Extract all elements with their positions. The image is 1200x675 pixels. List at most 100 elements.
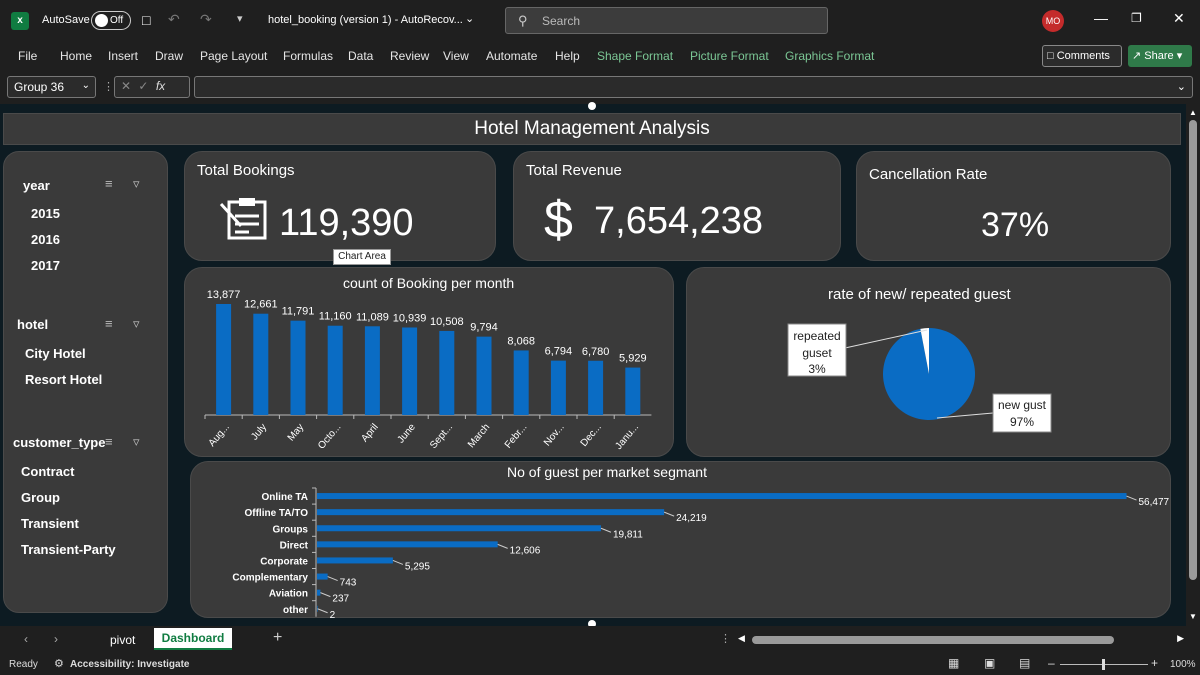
next-sheet-icon[interactable]: › — [54, 632, 58, 646]
scroll-thumb[interactable] — [1189, 120, 1197, 580]
data-label: 743 — [340, 578, 357, 589]
bar — [317, 493, 1127, 500]
zoom-in-icon[interactable]: + — [1151, 656, 1159, 670]
hscroll-thumb[interactable] — [752, 636, 1114, 644]
slicer-item-2017[interactable]: 2017 — [31, 258, 60, 273]
status-ready: Ready — [9, 659, 38, 670]
page-layout-view-icon[interactable]: ▣ — [984, 656, 996, 670]
tab-pivot[interactable]: pivot — [110, 633, 136, 647]
tab-dashboard[interactable]: Dashboard — [154, 628, 232, 650]
minimize-icon[interactable]: — — [1094, 10, 1108, 26]
slicer-item-city-hotel[interactable]: City Hotel — [25, 346, 86, 361]
data-label: 11,089 — [356, 311, 389, 323]
scroll-right-icon[interactable]: ▶ — [1177, 633, 1184, 643]
file-title-chevron-icon[interactable]: ⌄ — [465, 13, 475, 25]
add-sheet-icon[interactable]: + — [273, 629, 283, 646]
market-segment-chart[interactable]: No of guest per market segmant Online TA… — [190, 461, 1171, 619]
multi-select-icon[interactable]: ≡ — [105, 434, 113, 449]
bar — [625, 367, 641, 415]
scroll-down-icon[interactable]: ▼ — [1189, 612, 1197, 621]
normal-view-icon[interactable]: ▦ — [948, 656, 960, 670]
slicer-item-2015[interactable]: 2015 — [31, 206, 60, 221]
zoom-slider-thumb[interactable] — [1102, 659, 1105, 670]
accessibility-icon[interactable]: ⚙ — [54, 658, 64, 670]
menu-view[interactable]: View — [443, 49, 469, 63]
avatar[interactable]: MO — [1042, 10, 1064, 32]
callout-label: 97% — [1010, 415, 1034, 429]
horizontal-scrollbar[interactable]: ◀ ▶ — [738, 633, 1184, 646]
slicer-item-group[interactable]: Group — [21, 490, 60, 505]
menu-shape-format[interactable]: Shape Format — [597, 49, 674, 63]
pie-slice — [920, 328, 929, 374]
autosave-toggle[interactable]: Off — [91, 11, 131, 30]
selection-handle[interactable] — [588, 620, 596, 628]
clear-filter-icon[interactable]: ▿ — [133, 316, 140, 331]
kpi-cancellation-rate[interactable]: Cancellation Rate 37% — [856, 151, 1171, 261]
comments-label: Comments — [1056, 50, 1110, 62]
callout-label: guset — [802, 346, 832, 360]
callout-line — [844, 329, 928, 349]
leader-line — [663, 511, 675, 517]
menu-home[interactable]: Home — [60, 49, 93, 63]
menu-picture-format[interactable]: Picture Format — [690, 49, 769, 63]
multi-select-icon[interactable]: ≡ — [105, 316, 113, 331]
share-button[interactable]: ↗ Share ▾ — [1128, 45, 1192, 67]
scroll-up-icon[interactable]: ▲ — [1189, 108, 1197, 117]
search-box[interactable]: ⚲ Search — [505, 7, 828, 34]
prev-sheet-icon[interactable]: ‹ — [24, 632, 28, 646]
save-icon[interactable]: □ — [142, 12, 151, 28]
kpi-cancel-label: Cancellation Rate — [869, 166, 988, 183]
restore-icon[interactable]: ❐ — [1131, 11, 1142, 25]
bar — [317, 605, 318, 612]
redo-icon[interactable]: ↷ — [200, 11, 212, 27]
selection-handle[interactable] — [588, 102, 596, 110]
undo-icon[interactable]: ↶ — [168, 11, 180, 27]
menu-review[interactable]: Review — [390, 49, 430, 63]
menu-data[interactable]: Data — [348, 49, 374, 63]
guest-rate-pie-chart[interactable]: rate of new/ repeated guest repeated guse… — [686, 267, 1171, 457]
slicer-item-transient-party[interactable]: Transient-Party — [21, 542, 116, 557]
customize-qat-icon[interactable]: ▾ — [237, 13, 243, 25]
data-label: 2 — [330, 610, 336, 619]
enter-icon[interactable]: ✓ — [138, 79, 149, 93]
kpi-total-revenue[interactable]: Total Revenue $ 7,654,238 — [513, 151, 841, 261]
clear-filter-icon[interactable]: ▿ — [133, 434, 140, 449]
menu-page-layout[interactable]: Page Layout — [200, 49, 268, 63]
zoom-level[interactable]: 100% — [1170, 659, 1196, 670]
menu-help[interactable]: Help — [555, 49, 580, 63]
slicer-item-transient[interactable]: Transient — [21, 516, 79, 531]
leader-line — [392, 559, 404, 565]
comments-button[interactable]: □ Comments — [1042, 45, 1122, 67]
menu-insert[interactable]: Insert — [108, 49, 139, 63]
slicer-item-contract[interactable]: Contract — [21, 464, 75, 479]
data-label: 24,219 — [676, 513, 707, 524]
menu-draw[interactable]: Draw — [155, 49, 184, 63]
cancel-icon[interactable]: ✕ — [121, 79, 132, 93]
name-box[interactable]: Group 36 ⌄ — [7, 76, 96, 98]
zoom-slider[interactable] — [1060, 659, 1148, 670]
formula-input[interactable]: ⌄ — [194, 76, 1193, 98]
menu-formulas[interactable]: Formulas — [283, 49, 334, 63]
close-icon[interactable]: ✕ — [1173, 10, 1185, 26]
tick-label: Complementary — [232, 573, 308, 584]
slicer-item-2016[interactable]: 2016 — [31, 232, 60, 247]
data-label: 6,794 — [545, 346, 573, 358]
status-accessibility[interactable]: Accessibility: Investigate — [70, 659, 190, 670]
vertical-scrollbar[interactable]: ▲ ▼ — [1186, 104, 1200, 626]
leader-line — [600, 527, 612, 533]
clear-filter-icon[interactable]: ▿ — [133, 176, 140, 191]
slicer-item-resort-hotel[interactable]: Resort Hotel — [25, 372, 103, 387]
multi-select-icon[interactable]: ≡ — [105, 176, 113, 191]
kpi-total-bookings[interactable]: Total Bookings 119,390 — [184, 151, 496, 261]
page-break-view-icon[interactable]: ▤ — [1019, 656, 1031, 670]
insert-function-icon[interactable]: fx — [155, 79, 166, 93]
scroll-left-icon[interactable]: ◀ — [738, 633, 745, 643]
menu-graphics-format[interactable]: Graphics Format — [785, 49, 875, 63]
bar — [476, 336, 492, 415]
booking-per-month-chart[interactable]: count of Booking per month 13,877 Aug... 1… — [184, 267, 674, 457]
zoom-out-icon[interactable]: – — [1048, 656, 1055, 670]
expand-formula-chevron-icon[interactable]: ⌄ — [1176, 81, 1186, 93]
menu-automate[interactable]: Automate — [486, 49, 538, 63]
menu-file[interactable]: File — [18, 49, 38, 63]
file-title[interactable]: hotel_booking (version 1) - AutoRecov... — [268, 14, 463, 26]
